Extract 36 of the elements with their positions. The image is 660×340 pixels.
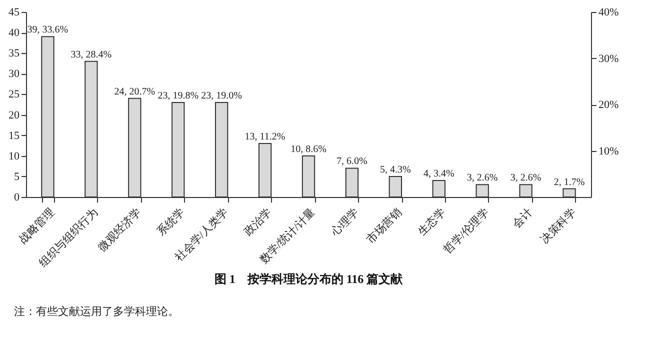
y-tick-label: 40 <box>8 27 20 40</box>
y-tick-label: 25 <box>8 88 20 101</box>
x-tick-label: 生态学 <box>415 206 448 238</box>
y-tick-label: 20 <box>8 109 20 122</box>
y-tick-label: 35 <box>8 48 20 60</box>
data-label: 23, 19.0% <box>201 90 242 102</box>
y2-tick-label: 40% <box>598 6 619 18</box>
data-label: 5, 4.3% <box>380 164 411 176</box>
y-tick-label: 15 <box>8 130 20 142</box>
y-tick-label: 45 <box>8 6 20 18</box>
x-tick-label: 政治学 <box>242 206 274 238</box>
text: 注：有些文献运用了多学科理论。 <box>14 304 180 319</box>
y-tick-label: 30 <box>8 68 20 80</box>
y2-tick-label: 20% <box>598 99 619 111</box>
data-label: 2, 1.7% <box>554 176 585 188</box>
data-label: 24, 20.7% <box>114 86 156 98</box>
x-tick-label: 市场营销 <box>364 206 404 246</box>
data-label: 10, 8.6% <box>290 144 326 155</box>
data-label: 7, 6.0% <box>336 156 368 168</box>
data-label: 39, 33.6% <box>27 24 68 36</box>
data-label: 3, 2.6% <box>466 172 498 184</box>
y2-tick-label: 30% <box>598 52 619 65</box>
data-label: 3, 2.6% <box>510 172 542 184</box>
x-tick-label: 系统学 <box>154 206 188 238</box>
y2-tick-label: 10% <box>598 145 619 158</box>
x-tick-label: 会计 <box>510 206 535 231</box>
text: 图 1 按学科理论分布的 116 篇文献 <box>214 272 404 286</box>
x-tick-label: 心理学 <box>328 206 361 240</box>
data-label: 13, 11.2% <box>244 132 286 143</box>
x-tick-label: 决策科学 <box>538 206 578 246</box>
data-label: 4, 3.4% <box>423 168 454 180</box>
y-tick-label: 5 <box>14 170 20 183</box>
y-tick-label: 10 <box>8 150 20 162</box>
data-label: 23, 19.8% <box>158 90 199 102</box>
data-label: 33, 28.4% <box>70 49 112 60</box>
y-tick-label: 0 <box>14 192 20 204</box>
